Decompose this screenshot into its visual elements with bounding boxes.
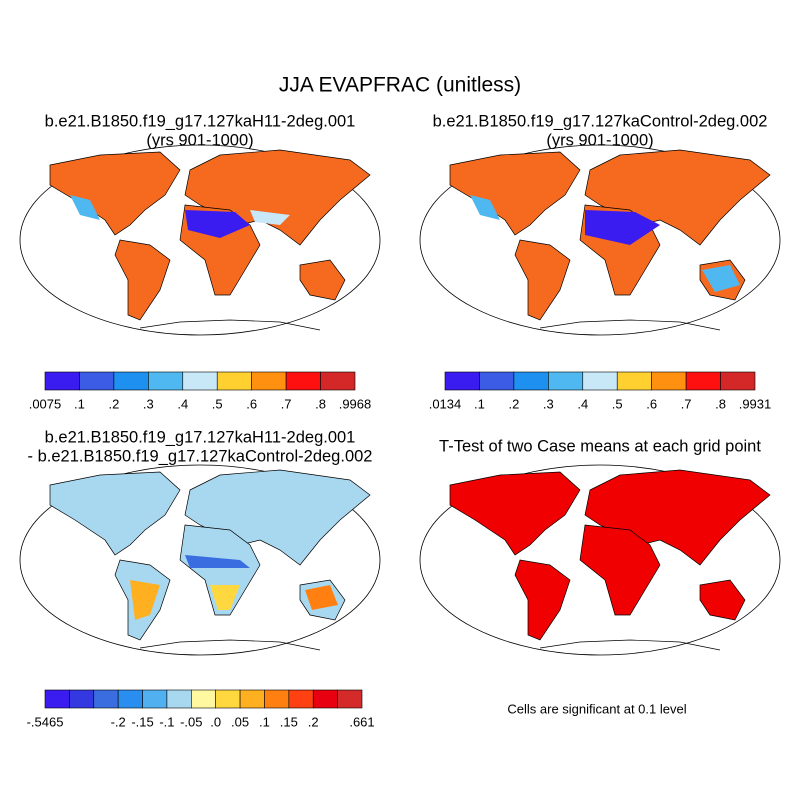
- colorbar-box: [113, 371, 149, 391]
- colorbar-label: .5: [612, 396, 623, 411]
- colorbar-box: [513, 371, 549, 391]
- colorbar-box: [182, 371, 218, 391]
- colorbar-label: .5: [212, 396, 223, 411]
- note: Cells are significant at 0.1 level: [507, 701, 686, 716]
- colorbar-label: .1: [259, 714, 270, 729]
- colorbar-label: .2: [108, 396, 119, 411]
- colorbar-label: .2: [308, 714, 319, 729]
- colorbar-label: .05: [231, 714, 249, 729]
- colorbar-label: -.15: [131, 714, 153, 729]
- colorbar-box: [216, 371, 252, 391]
- colorbar-box: [288, 689, 314, 709]
- colorbar-box: [444, 371, 480, 391]
- colorbar-label: .3: [143, 396, 154, 411]
- colorbar-label: .4: [177, 396, 188, 411]
- colorbar-box: [166, 689, 192, 709]
- colorbar-label: -.2: [111, 714, 126, 729]
- colorbar-box: [79, 371, 115, 391]
- colorbar-label: .0: [210, 714, 221, 729]
- colorbar-box: [264, 689, 290, 709]
- colorbar-label: .6: [646, 396, 657, 411]
- colorbar-box: [44, 371, 80, 391]
- colorbar-box: [93, 689, 119, 709]
- map: [19, 464, 381, 656]
- colorbar-box: [337, 689, 363, 709]
- colorbar-box: [312, 689, 338, 709]
- colorbar-label: .6: [246, 396, 257, 411]
- colorbar-label: .4: [577, 396, 588, 411]
- colorbar-box: [285, 371, 321, 391]
- colorbar-label: .661: [349, 714, 374, 729]
- colorbar-label: .9968: [339, 396, 372, 411]
- map: [19, 144, 381, 336]
- colorbar-box: [720, 371, 756, 391]
- colorbar-label: .2: [508, 396, 519, 411]
- panel-title: T-Test of two Case means at each grid po…: [439, 437, 761, 455]
- colorbar-label: .1: [474, 396, 485, 411]
- colorbar-label: .7: [681, 396, 692, 411]
- colorbar-label: .15: [280, 714, 298, 729]
- colorbar-label: -.05: [180, 714, 202, 729]
- colorbar-label: .0075: [29, 396, 62, 411]
- figure-title: JJA EVAPFRAC (unitless): [279, 74, 521, 97]
- colorbar-label: .8: [315, 396, 326, 411]
- colorbar-box: [142, 689, 168, 709]
- colorbar-box: [69, 689, 95, 709]
- colorbar-label: .9931: [739, 396, 772, 411]
- colorbar-box: [685, 371, 721, 391]
- colorbar-box: [548, 371, 584, 391]
- colorbar-box: [239, 689, 265, 709]
- colorbar-label: -.5465: [27, 714, 64, 729]
- colorbar-label: .7: [281, 396, 292, 411]
- colorbar-label: .3: [543, 396, 554, 411]
- colorbar-box: [191, 689, 216, 709]
- panel-subtitle: (yrs 901-1000): [146, 131, 253, 149]
- map: [419, 464, 781, 656]
- colorbar-label: .0134: [429, 396, 462, 411]
- colorbar-box: [479, 371, 515, 391]
- colorbar-box: [320, 371, 356, 391]
- panel-subtitle: - b.e21.B1850.f19_g17.127kaControl-2deg.…: [28, 447, 373, 465]
- colorbar-box: [582, 371, 618, 391]
- colorbar-label: .1: [74, 396, 85, 411]
- colorbar-label: -.1: [159, 714, 174, 729]
- colorbar-box: [215, 689, 241, 709]
- colorbar-box: [148, 371, 184, 391]
- colorbar-box: [44, 689, 70, 709]
- map: [419, 144, 781, 336]
- panel-title: b.e21.B1850.f19_g17.127kaControl-2deg.00…: [433, 112, 768, 130]
- colorbar-box: [616, 371, 652, 391]
- panel-title: b.e21.B1850.f19_g17.127kaH11-2deg.001: [45, 428, 356, 446]
- colorbar-box: [117, 689, 143, 709]
- panel-subtitle: (yrs 901-1000): [546, 131, 653, 149]
- panel-title: b.e21.B1850.f19_g17.127kaH11-2deg.001: [45, 112, 356, 130]
- colorbar-box: [651, 371, 687, 391]
- colorbar-label: .8: [715, 396, 726, 411]
- colorbar-box: [251, 371, 287, 391]
